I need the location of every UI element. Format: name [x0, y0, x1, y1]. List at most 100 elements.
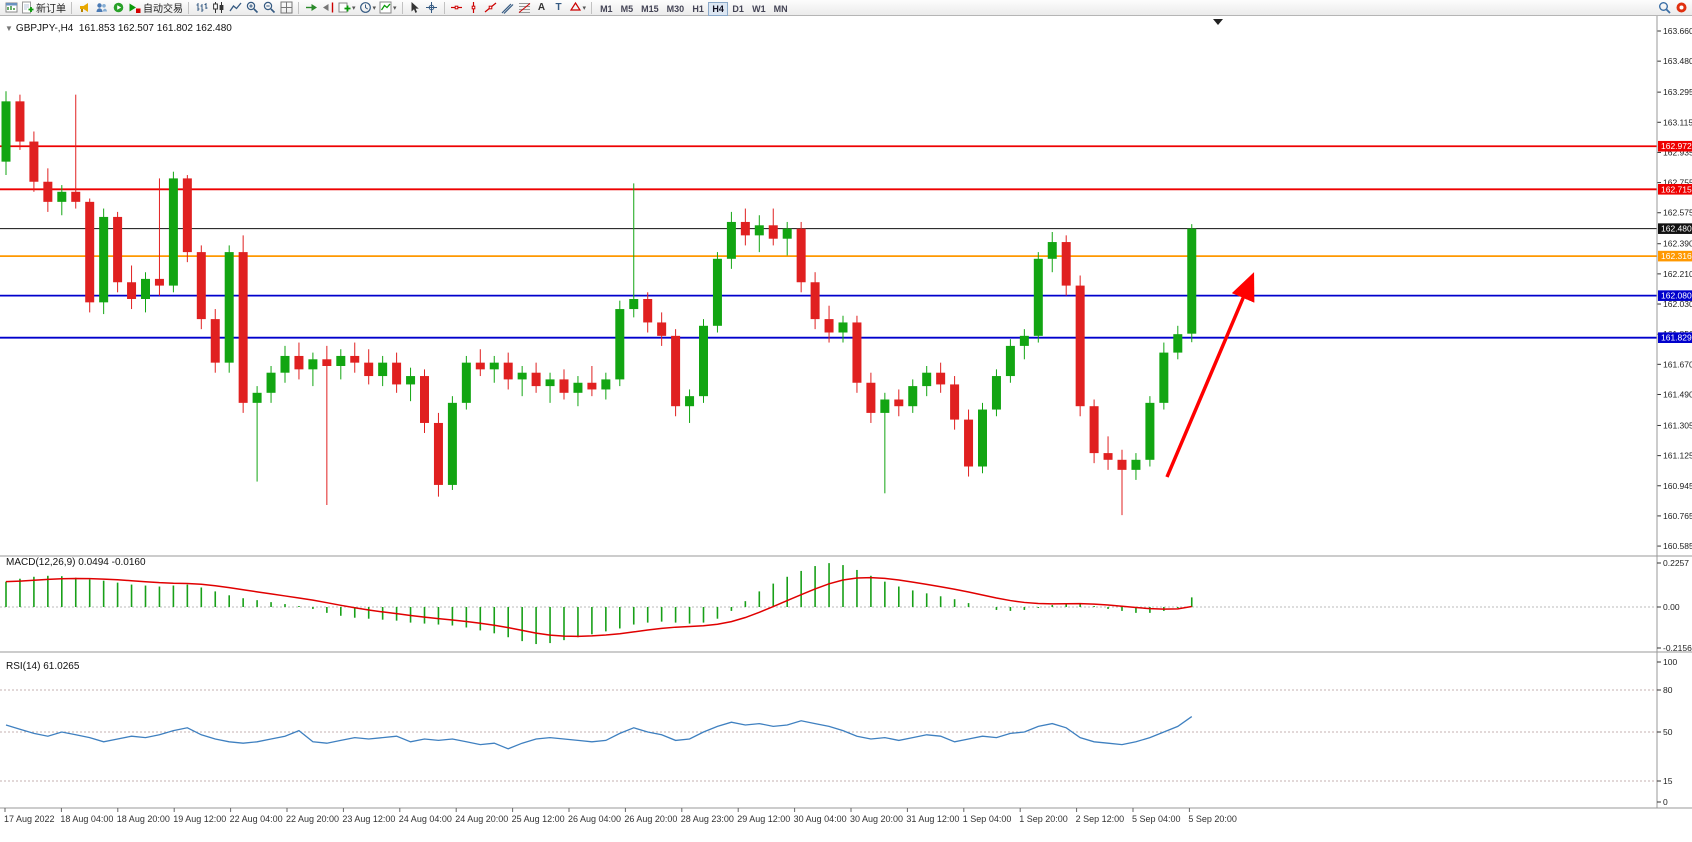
period-d1-button[interactable]: D1: [732, 3, 744, 14]
add-chart-icon[interactable]: ▾: [337, 1, 357, 15]
svg-text:162.480: 162.480: [1661, 224, 1692, 234]
period-m30-button[interactable]: M30: [666, 3, 685, 14]
svg-text:162.972: 162.972: [1661, 141, 1692, 151]
toolbar-separator: [188, 1, 189, 14]
label-icon[interactable]: T: [555, 2, 562, 13]
expert-advisors-icon[interactable]: [110, 1, 126, 15]
svg-text:17 Aug 2022: 17 Aug 2022: [4, 814, 55, 824]
fibonacci-icon[interactable]: [517, 1, 533, 15]
toolbar-separator: [401, 1, 403, 14]
svg-text:160.765: 160.765: [1663, 511, 1692, 521]
svg-text:28 Aug 23:00: 28 Aug 23:00: [681, 814, 734, 824]
svg-text:30 Aug 04:00: 30 Aug 04:00: [794, 814, 847, 824]
svg-text:163.295: 163.295: [1663, 87, 1692, 97]
svg-text:24 Aug 20:00: 24 Aug 20:00: [455, 814, 508, 824]
autotrading-button[interactable]: 自动交易: [127, 1, 184, 15]
macd-signal-value: -0.0160: [111, 557, 146, 568]
horizontal-line-icon[interactable]: [449, 1, 465, 15]
tile-windows-icon[interactable]: [278, 1, 294, 15]
symbol-label: GBPJPY-,H4: [15, 23, 74, 34]
rsi-value: 61.0265: [43, 661, 80, 672]
chart-shift-icon[interactable]: [320, 1, 336, 15]
ohlc-values: 161.853 162.507 161.802 162.480: [78, 23, 232, 34]
price-chart[interactable]: 163.660 163.480 163.295 163.115 162.935 162.7…: [0, 16, 1692, 842]
svg-text:162.575: 162.575: [1663, 208, 1692, 218]
dropdown-caret-icon: ▾: [393, 4, 397, 12]
periods-icon[interactable]: ▾: [358, 1, 378, 15]
svg-text:162.210: 162.210: [1663, 269, 1692, 279]
svg-text:162.755: 162.755: [1663, 178, 1692, 188]
new-chart-icon[interactable]: [3, 1, 19, 15]
channel-icon[interactable]: [500, 1, 516, 15]
shapes-icon[interactable]: ▾: [568, 1, 588, 15]
period-mn-button[interactable]: MN: [773, 3, 788, 14]
svg-text:80: 80: [1663, 685, 1673, 695]
svg-text:18 Aug 20:00: 18 Aug 20:00: [117, 814, 170, 824]
svg-text:160.585: 160.585: [1663, 541, 1692, 551]
macd-indicator-label: MACD(12,26,9) 0.0494 -0.0160: [6, 557, 146, 568]
community-icon[interactable]: [93, 1, 109, 15]
svg-text:5 Sep 20:00: 5 Sep 20:00: [1188, 814, 1237, 824]
crosshair-icon[interactable]: [424, 1, 440, 15]
svg-text:50: 50: [1663, 727, 1673, 737]
macd-title: MACD(12,26,9): [6, 557, 76, 568]
vertical-line-icon[interactable]: [466, 1, 482, 15]
svg-text:19 Aug 12:00: 19 Aug 12:00: [173, 814, 226, 824]
autotrading-label: 自动交易: [143, 4, 183, 15]
auto-scroll-icon[interactable]: [303, 1, 319, 15]
svg-text:26 Aug 20:00: 26 Aug 20:00: [624, 814, 677, 824]
zoom-in-icon[interactable]: [244, 1, 260, 15]
period-m5-button[interactable]: M5: [620, 3, 634, 14]
svg-text:163.480: 163.480: [1663, 56, 1692, 66]
svg-text:5 Sep 04:00: 5 Sep 04:00: [1132, 814, 1181, 824]
notification-icon[interactable]: [1673, 1, 1689, 15]
svg-text:100: 100: [1663, 657, 1677, 667]
svg-text:25 Aug 12:00: 25 Aug 12:00: [512, 814, 565, 824]
toolbar-separator: [591, 1, 593, 14]
svg-text:162.390: 162.390: [1663, 239, 1692, 249]
svg-text:26 Aug 04:00: 26 Aug 04:00: [568, 814, 621, 824]
svg-text:1 Sep 20:00: 1 Sep 20:00: [1019, 814, 1068, 824]
svg-text:15: 15: [1663, 776, 1673, 786]
svg-text:162.935: 162.935: [1663, 147, 1692, 157]
svg-text:162.030: 162.030: [1663, 299, 1692, 309]
dropdown-caret-icon: ▾: [372, 4, 377, 12]
text-icon[interactable]: A: [537, 2, 546, 13]
svg-text:30 Aug 20:00: 30 Aug 20:00: [850, 814, 903, 824]
svg-text:24 Aug 04:00: 24 Aug 04:00: [399, 814, 452, 824]
cursor-icon[interactable]: [407, 1, 423, 15]
search-icon[interactable]: [1656, 1, 1672, 15]
period-h4-button[interactable]: H4: [708, 1, 729, 16]
candles-icon[interactable]: [210, 1, 226, 15]
trendline-icon[interactable]: [483, 1, 499, 15]
svg-text:0.2257: 0.2257: [1663, 558, 1689, 568]
svg-text:163.115: 163.115: [1663, 117, 1692, 127]
svg-text:161.829: 161.829: [1661, 333, 1692, 343]
zoom-out-icon[interactable]: [261, 1, 277, 15]
chart-menu-icon[interactable]: ▼: [5, 24, 13, 33]
dropdown-caret-icon: ▾: [582, 4, 587, 12]
line-chart-icon[interactable]: [227, 1, 243, 15]
announcement-icon[interactable]: [76, 1, 92, 15]
toolbar: 新订单 自动交易: [0, 0, 1692, 16]
rsi-indicator-label: RSI(14) 61.0265: [6, 661, 79, 672]
period-w1-button[interactable]: W1: [752, 3, 766, 14]
svg-text:0.00: 0.00: [1663, 602, 1680, 612]
period-m1-button[interactable]: M1: [600, 3, 613, 14]
svg-text:2 Sep 12:00: 2 Sep 12:00: [1076, 814, 1125, 824]
svg-text:163.660: 163.660: [1663, 26, 1692, 36]
svg-text:22 Aug 20:00: 22 Aug 20:00: [286, 814, 339, 824]
bars-icon[interactable]: [193, 1, 209, 15]
new-order-button[interactable]: 新订单: [20, 1, 67, 15]
indicators-icon[interactable]: ▾: [378, 1, 398, 15]
dropdown-caret-icon: ▾: [352, 4, 356, 12]
toolbar-separator: [443, 1, 445, 14]
svg-text:160.945: 160.945: [1663, 481, 1692, 491]
period-h1-button[interactable]: H1: [692, 3, 704, 14]
svg-text:0: 0: [1663, 797, 1668, 807]
period-m15-button[interactable]: M15: [641, 3, 659, 14]
svg-text:1 Sep 04:00: 1 Sep 04:00: [963, 814, 1012, 824]
svg-text:29 Aug 12:00: 29 Aug 12:00: [737, 814, 790, 824]
toolbar-separator: [298, 1, 299, 14]
